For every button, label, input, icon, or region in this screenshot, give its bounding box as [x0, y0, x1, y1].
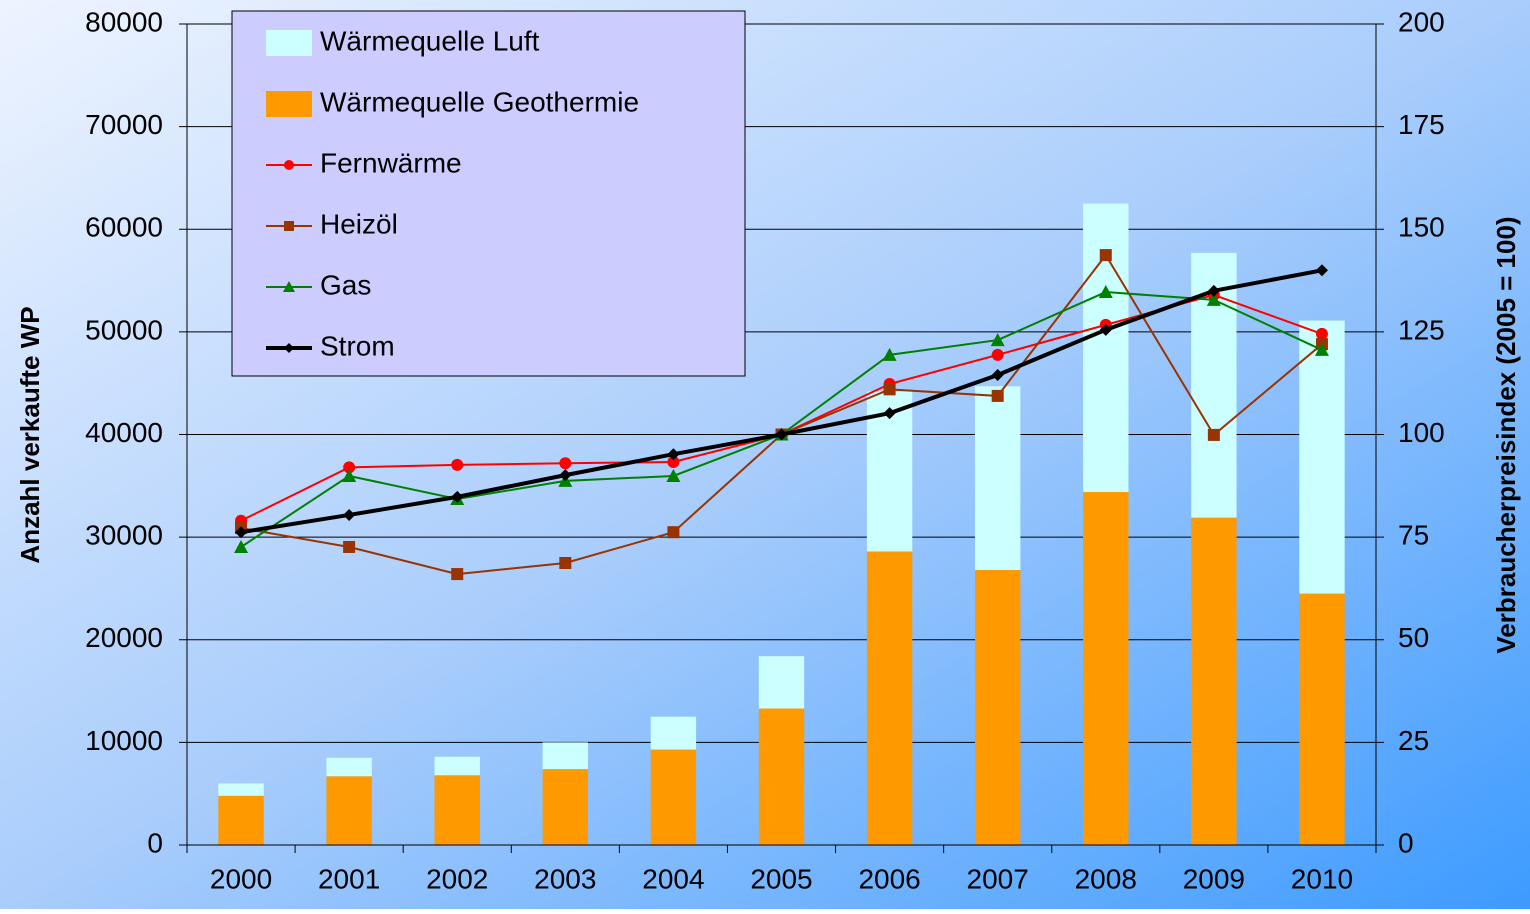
y-tick-label: 30000 — [85, 520, 163, 551]
marker — [666, 468, 681, 482]
marker — [775, 428, 788, 441]
marker — [1206, 292, 1221, 306]
legend-label: Wärmequelle Luft — [320, 25, 540, 56]
legend-label: Gas — [320, 269, 371, 300]
bar — [542, 742, 589, 770]
bar — [866, 551, 913, 845]
y-tick-label: 70000 — [85, 109, 163, 140]
legend-marker — [284, 343, 294, 353]
bar — [542, 769, 589, 845]
bar — [326, 757, 372, 777]
marker — [343, 540, 356, 553]
y-tick-label: 80000 — [85, 6, 163, 37]
bar — [326, 776, 372, 845]
y2-tick-label: 125 — [1398, 314, 1445, 345]
x-tick-label: 2003 — [534, 863, 596, 894]
y-tick-label: 20000 — [85, 622, 163, 653]
bar — [1299, 320, 1345, 594]
marker — [559, 469, 572, 482]
marker — [667, 456, 680, 469]
y2-tick-label: 150 — [1398, 212, 1445, 243]
legend-swatch — [266, 30, 312, 56]
y2-axis-title: Verbraucherpreisindex (2005 = 100) — [1491, 216, 1521, 653]
legend-swatch — [266, 91, 312, 117]
bar — [974, 569, 1021, 845]
x-tick-label: 2007 — [967, 863, 1029, 894]
bar — [1083, 491, 1129, 845]
legend-marker — [284, 221, 294, 231]
marker — [1099, 249, 1112, 262]
marker — [1099, 323, 1112, 336]
bar — [758, 656, 805, 709]
y2-tick-label: 200 — [1398, 6, 1445, 37]
y-tick-label: 0 — [147, 827, 163, 858]
marker — [1314, 342, 1329, 356]
marker — [990, 333, 1005, 347]
x-tick-label: 2005 — [750, 863, 812, 894]
x-tick-label: 2008 — [1075, 863, 1137, 894]
x-tick-label: 2010 — [1291, 863, 1353, 894]
marker — [1315, 327, 1328, 340]
x-tick-label: 2004 — [642, 863, 704, 894]
bar — [758, 708, 805, 845]
bar — [650, 716, 697, 750]
marker — [1207, 428, 1220, 441]
marker — [991, 348, 1004, 361]
bar — [218, 795, 264, 845]
y2-tick-label: 75 — [1398, 520, 1429, 551]
y-tick-label: 40000 — [85, 417, 163, 448]
marker — [342, 468, 357, 482]
marker — [1098, 285, 1113, 299]
y2-tick-label: 25 — [1398, 725, 1429, 756]
x-tick-label: 2009 — [1183, 863, 1245, 894]
marker — [559, 457, 572, 470]
bar — [1083, 203, 1129, 492]
legend-label: Heizöl — [320, 208, 398, 239]
marker — [343, 461, 356, 474]
marker — [451, 458, 464, 471]
marker — [883, 383, 896, 396]
marker — [1315, 264, 1328, 277]
marker — [559, 556, 572, 569]
marker — [882, 347, 897, 361]
legend — [231, 10, 746, 377]
x-tick-label: 2001 — [318, 863, 380, 894]
marker — [667, 526, 680, 539]
y2-tick-label: 0 — [1398, 827, 1414, 858]
x-tick-label: 2000 — [210, 863, 272, 894]
marker — [451, 568, 464, 581]
x-tick-label: 2006 — [858, 863, 920, 894]
marker — [667, 448, 680, 461]
bar — [434, 775, 480, 845]
y-tick-label: 10000 — [85, 725, 163, 756]
y2-tick-label: 50 — [1398, 622, 1429, 653]
bar — [218, 783, 264, 796]
legend-label: Strom — [320, 330, 395, 361]
legend-label: Fernwärme — [320, 147, 462, 178]
marker — [883, 407, 896, 420]
legend-marker — [284, 160, 294, 170]
y2-tick-label: 100 — [1398, 417, 1445, 448]
legend-marker — [283, 281, 295, 292]
marker — [234, 539, 249, 553]
marker — [235, 526, 248, 539]
marker — [991, 368, 1004, 381]
marker — [343, 508, 356, 521]
marker — [991, 389, 1004, 402]
bar — [434, 756, 480, 776]
legend-label: Wärmequelle Geothermie — [320, 86, 639, 117]
bar — [650, 749, 697, 845]
y-axis-title: Anzahl verkaufte WP — [15, 306, 45, 563]
marker — [451, 490, 464, 503]
marker — [1207, 284, 1220, 297]
y2-tick-label: 175 — [1398, 109, 1445, 140]
bar — [1299, 593, 1345, 845]
y-tick-label: 50000 — [85, 314, 163, 345]
bar — [974, 386, 1021, 570]
x-tick-label: 2002 — [426, 863, 488, 894]
y-tick-label: 60000 — [85, 212, 163, 243]
bar — [1191, 517, 1237, 845]
